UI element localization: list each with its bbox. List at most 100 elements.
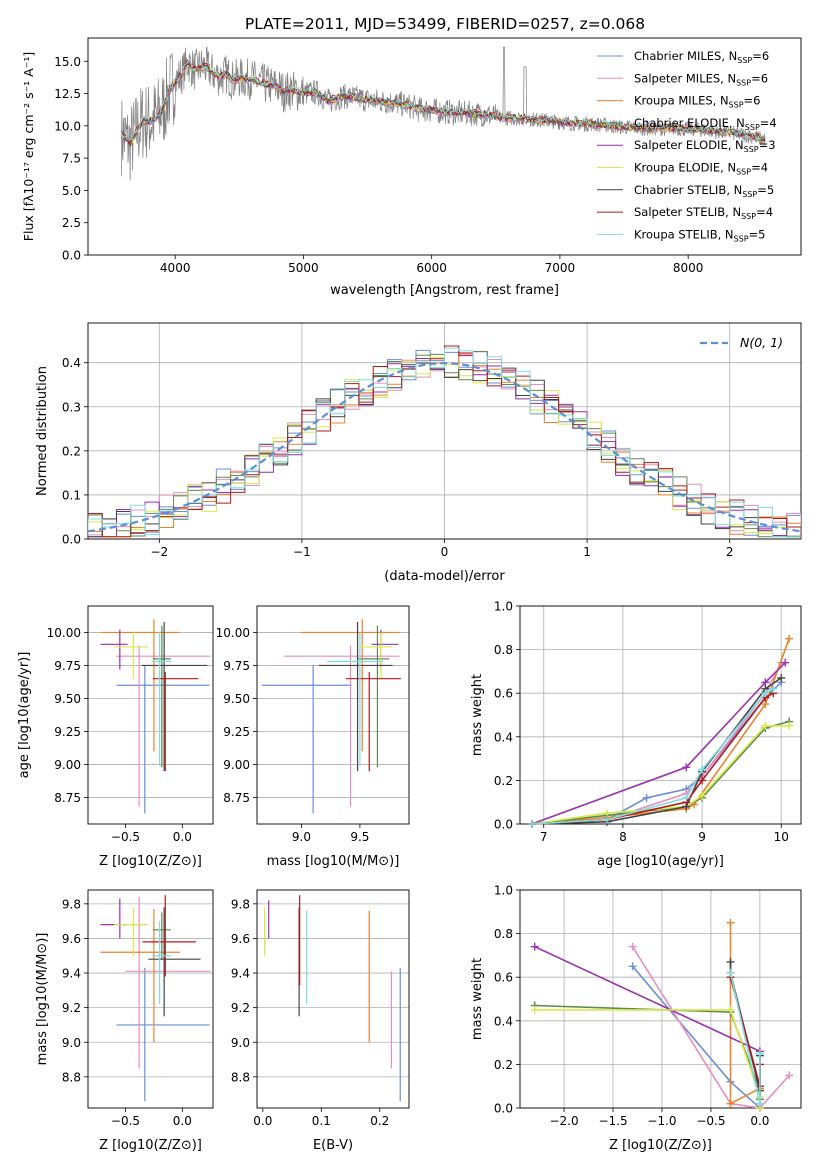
plot-frame: [87, 889, 214, 1109]
y-tick-label: 9.50: [223, 692, 250, 706]
y-tick-label: 9.8: [62, 897, 81, 911]
x-tick-label: 0.0: [173, 830, 192, 844]
y-tick-label: 0.6: [494, 971, 513, 985]
y-tick-label: 9.75: [223, 659, 250, 673]
x-tick-label: −2.0: [549, 1114, 578, 1128]
series-marker-kroupa-stelib: [769, 684, 778, 693]
series-marker-salpeter-elodie: [530, 942, 539, 951]
legend-label: Kroupa STELIB, N: [634, 227, 734, 241]
series-marker-kroupa-elodie: [698, 791, 707, 800]
legend-suffix: =4: [756, 205, 773, 219]
y-axis-label: mass [log10(M/M⊙)]: [35, 933, 50, 1066]
y-tick-label: 15.0: [54, 55, 81, 69]
legend-sub: SSP: [729, 101, 744, 110]
y-tick-label: 0.8: [494, 643, 513, 657]
y-tick-label: 0.2: [494, 1058, 513, 1072]
plot-frame: [87, 605, 214, 825]
series-line-kroupa-miles: [729, 922, 761, 1105]
legend-item-chabrier-elodie: Chabrier ELODIE, NSSP=4: [634, 116, 777, 132]
series-line-salpeter-miles: [631, 946, 790, 1109]
x-axis-label: age [log10(age/yr)]: [597, 854, 724, 869]
x-tick-label: 2: [726, 545, 734, 559]
series-marker-kroupa-stelib: [755, 1099, 764, 1108]
x-tick-label: −0.5: [111, 1114, 140, 1128]
y-tick-label: 9.6: [231, 932, 250, 946]
legend-suffix: =6: [752, 49, 769, 63]
y-tick-label: 9.4: [62, 967, 81, 981]
legend-sub: SSP: [736, 78, 751, 87]
x-axis-label: Z [log10(Z/Z⊙)]: [99, 1138, 202, 1153]
legend-label: Kroupa ELODIE, N: [634, 161, 736, 175]
series-marker-kroupa-stelib: [527, 820, 536, 828]
series-marker-salpeter-miles: [785, 1071, 794, 1080]
y-tick-label: 0.4: [494, 730, 513, 744]
legend-item-kroupa-miles: Kroupa MILES, NSSP=6: [634, 94, 760, 110]
legend-item-chabrier-miles: Chabrier MILES, NSSP=6: [634, 49, 769, 65]
series-marker-kroupa-stelib: [755, 1049, 764, 1058]
series-line-chabrier-elodie: [531, 720, 790, 825]
model-spectrum-kroupa-stelib: [120, 59, 765, 141]
y-tick-label: 9.4: [231, 967, 250, 981]
mass-vs-metallicity-panel: −0.5 0.0 8.8 9.0 9.2 9.4 9.6 9.8 Z [log10(Z/Z⊙)]…: [35, 889, 214, 1153]
legend-item-chabrier-stelib: Chabrier STELIB, NSSP=5: [634, 183, 774, 199]
series-marker-kroupa-elodie: [761, 721, 770, 730]
series-marker-chabrier-miles: [642, 793, 651, 802]
y-tick-label: 0.6: [494, 687, 513, 701]
y-tick-label: 10.00: [47, 626, 81, 640]
x-axis-label: wavelength [Angstrom, rest frame]: [330, 283, 559, 298]
y-tick-label: 0.4: [494, 1014, 513, 1028]
y-tick-label: 9.25: [54, 725, 81, 739]
legend-label: Kroupa MILES, N: [634, 94, 729, 108]
series-line-kroupa-stelib: [531, 688, 774, 825]
y-tick-label: 0.3: [62, 400, 81, 414]
y-tick-label: 10.00: [216, 626, 250, 640]
y-tick-label: 0.1: [62, 488, 81, 502]
y-axis-label: Flux [fλ10⁻¹⁷ erg cm⁻² s⁻¹ A⁻¹]: [21, 52, 36, 241]
x-tick-label: 8000: [673, 261, 704, 275]
legend-sub: SSP: [741, 212, 756, 221]
series-marker-salpeter-elodie: [682, 763, 691, 772]
series-line-kroupa-stelib: [729, 972, 761, 1104]
legend-sub: SSP: [745, 123, 760, 132]
legend-label: Salpeter MILES, N: [634, 71, 736, 85]
series-marker-salpeter-elodie: [781, 658, 790, 667]
y-tick-label: 1.0: [494, 884, 513, 898]
legend-suffix: =6: [744, 94, 761, 108]
x-tick-label: −1.5: [598, 1114, 627, 1128]
series-marker-kroupa-elodie: [530, 1005, 539, 1014]
series-line-chabrier-stelib: [531, 677, 782, 825]
y-axis-label: mass weight: [470, 674, 485, 756]
plot-frame: [256, 889, 410, 1109]
plot-frame: [519, 889, 802, 1109]
y-tick-label: 0.0: [494, 1102, 513, 1116]
x-tick-label: 10: [774, 830, 789, 844]
y-tick-label: 7.5: [62, 152, 81, 166]
y-tick-label: 0.8: [494, 927, 513, 941]
y-tick-label: 0.0: [62, 533, 81, 547]
series-line-kroupa-elodie: [534, 1009, 761, 1108]
y-tick-label: 2.5: [62, 216, 81, 230]
legend-sub: SSP: [737, 56, 752, 65]
x-tick-label: −1: [293, 545, 311, 559]
x-tick-label: −0.5: [696, 1114, 725, 1128]
legend-item-salpeter-miles: Salpeter MILES, NSSP=6: [634, 71, 768, 87]
legend-suffix: =4: [760, 116, 777, 130]
y-axis-label: Normed distribution: [35, 366, 50, 496]
y-tick-label: 10.0: [54, 119, 81, 133]
model-spectrum-salpeter-stelib: [121, 59, 765, 147]
x-tick-label: 9.0: [292, 830, 311, 844]
plot-frame: [256, 605, 410, 825]
series-marker-kroupa-stelib: [603, 815, 612, 824]
legend-label: Chabrier ELODIE, N: [634, 116, 745, 130]
age-vs-metallicity-panel: −0.5 0.0 8.75 9.00 9.25 9.50 9.75 10.00 Z [log10…: [17, 605, 214, 869]
age-vs-mass-panel: 9.0 9.5 8.75 9.00 9.25 9.50 9.75 10.00 mass [log…: [216, 605, 410, 869]
legend-suffix: =3: [759, 138, 776, 152]
massweight-vs-metallicity-panel: −2.0 −1.5 −1.0 −0.5 0.0 0.0 0.2 0.4 0.6 0.8 1.0 Z […: [470, 884, 802, 1153]
x-tick-label: −0.5: [111, 830, 140, 844]
series-marker-kroupa-stelib: [682, 793, 691, 802]
series-marker-kroupa-miles: [726, 1099, 735, 1108]
x-tick-label: 0.2: [370, 1114, 389, 1128]
x-tick-label: 9.5: [350, 830, 369, 844]
y-tick-label: 9.0: [62, 1036, 81, 1050]
y-tick-label: 0.2: [62, 444, 81, 458]
